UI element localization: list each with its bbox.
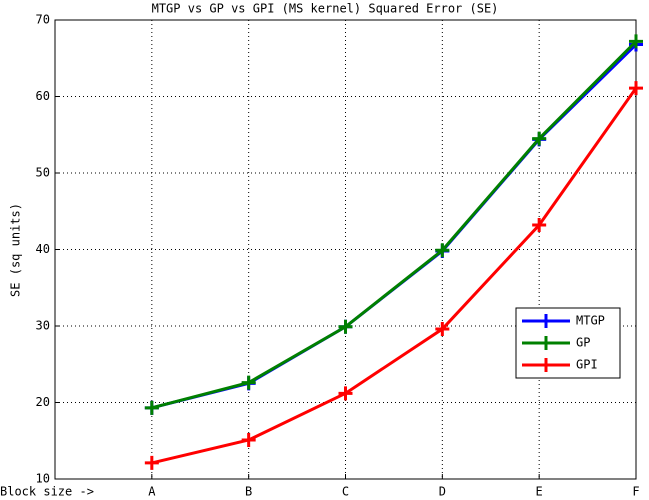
marker [241, 432, 256, 447]
series-line [151, 40, 638, 410]
x-tick-label: D [439, 485, 446, 499]
legend-marker [539, 358, 553, 372]
axes-box [54, 19, 637, 480]
y-tick-label: 60 [36, 89, 50, 103]
y-tick-label: 20 [36, 395, 50, 409]
marker [532, 131, 547, 146]
y-axis-label: SE (sq units) [9, 203, 23, 297]
marker [435, 243, 450, 258]
x-tick-label: Block size -> [0, 485, 94, 499]
legend-label: GPI [576, 358, 598, 372]
marker [241, 375, 256, 390]
legend-label: GP [576, 336, 590, 350]
legend-marker [539, 336, 553, 350]
chart-title: MTGP vs GP vs GPI (MS kernel) Squared Er… [152, 2, 499, 16]
x-tick-label: C [342, 485, 349, 499]
x-tick-label: A [148, 485, 156, 499]
legend-marker [539, 314, 553, 328]
y-tick-label: 50 [36, 166, 50, 180]
y-tick-label: 40 [36, 242, 50, 256]
marker [435, 322, 450, 337]
marker [144, 455, 159, 470]
x-tick-label: B [245, 485, 252, 499]
x-tick-label: E [536, 485, 543, 499]
y-tick-label: 70 [36, 13, 50, 27]
marker [629, 34, 643, 49]
marker [532, 218, 547, 233]
marker [144, 400, 159, 415]
y-tick-label: 30 [36, 319, 50, 333]
marker [629, 81, 643, 96]
series-line [151, 87, 638, 465]
marker [338, 386, 353, 401]
legend-label: MTGP [576, 314, 605, 328]
marker [338, 319, 353, 334]
y-tick-label: 10 [36, 472, 50, 486]
x-tick-label: F [632, 485, 639, 499]
